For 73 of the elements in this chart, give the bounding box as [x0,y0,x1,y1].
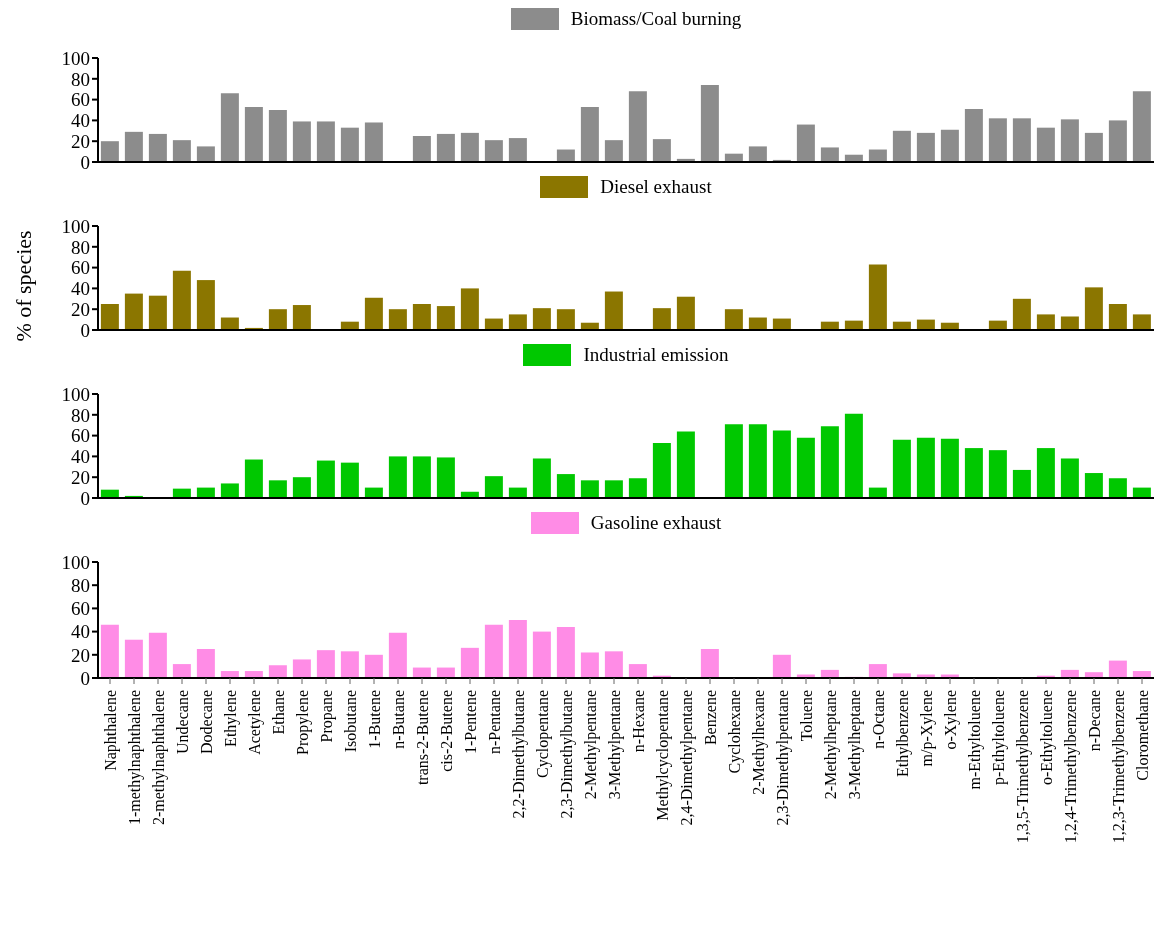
x-tick-label: o-Ethyltoluene [1037,690,1056,786]
x-tick-label: cis-2-Butene [437,690,455,772]
y-tick-label: 0 [80,319,90,341]
x-tick-label: 1,2,4-Trimethylbenzene [1061,690,1080,844]
y-tick-label: 100 [61,551,90,573]
x-tick-label: 1,2,3-Trimethylbenzene [1109,690,1128,844]
x-tick-label: 1-Pentene [461,690,479,754]
x-tick-label: 1-methylnaphthalene [125,690,144,826]
x-tick-label: n-Decane [1085,690,1103,752]
y-tick-label: 60 [71,425,90,447]
y-tick-label: 80 [71,68,90,90]
x-tick-label: 2,4-Dimethylpentane [677,690,696,826]
x-tick-label: Cyclohexane [725,690,744,774]
x-tick-label: 2,3-Dimethylbutane [557,690,576,819]
x-tick-label: o-Xylene [941,690,960,750]
y-tick-label: 40 [71,278,90,300]
y-tick-label: 20 [71,130,90,152]
y-axis-title: % of species [11,230,37,342]
y-tick-label: 100 [61,215,90,237]
x-tick-label: Propylene [293,690,312,755]
y-tick-label: 0 [80,667,90,689]
x-tick-label: 3-Methylheptane [845,690,864,800]
x-tick-label: Methylcyclopentane [653,690,672,821]
x-tick-label: n-Hexane [629,690,647,753]
x-tick-label: Ethylbenzene [893,690,912,778]
y-tick-label: 60 [71,598,90,620]
x-tick-label: n-Octane [869,690,887,749]
y-tick-label: 60 [71,257,90,279]
x-tick-label: n-Butane [389,690,407,749]
y-tick-label: 0 [80,487,90,509]
x-tick-label: 2,2-Dimethylbutane [509,690,528,819]
legend-label: Biomass/Coal burning [570,8,742,30]
x-tick-label: trans-2-Butene [413,690,431,786]
y-tick-label: 40 [71,110,90,132]
x-tick-label: 2-Methylhexane [749,690,768,795]
y-tick-label: 80 [71,574,90,596]
x-tick-label: 3-Methylpentane [605,690,624,800]
x-tick-label: Propane [317,690,336,743]
y-tick-label: 0 [80,151,90,173]
x-tick-label: Cyclopentane [533,690,552,778]
legend-label: Industrial emission [583,344,729,366]
x-tick-label: Ethane [269,690,287,735]
x-tick-label: Toluene [797,690,815,742]
x-tick-label: 2-Methylpentane [581,690,600,800]
x-tick-label: 1-Butene [365,690,383,749]
x-tick-label: Ethylene [221,690,240,747]
x-tick-label: Isobutane [341,690,359,753]
y-tick-label: 40 [71,621,90,643]
y-tick-label: 80 [71,236,90,258]
x-tick-label: m-Ethyltoluene [965,690,984,790]
x-tick-label: 2,3-Dimethylpentane [773,690,792,826]
x-tick-label: Cloromethane [1133,690,1151,781]
y-tick-label: 80 [71,404,90,426]
x-tick-label: m/p-Xylene [917,690,936,767]
y-tick-label: 20 [71,466,90,488]
y-tick-label: 60 [71,89,90,111]
x-tick-label: 1,3,5-Trimethylbenzene [1013,690,1032,844]
legend-label: Diesel exhaust [600,176,712,198]
x-tick-label: Dodecane [197,690,215,754]
x-tick-label: Naphthalene [101,690,120,771]
x-tick-label: Undecane [173,690,191,754]
x-tick-label: Benzene [701,690,719,746]
x-tick-label: n-Pentane [485,690,503,754]
x-tick-label: p-Ethyltoluene [989,690,1008,786]
x-tick-label: 2-Methylheptane [821,690,840,800]
y-tick-label: 20 [71,298,90,320]
x-tick-label: 2-methylnaphthalene [149,690,168,826]
y-tick-label: 100 [61,47,90,69]
y-tick-label: 40 [71,446,90,468]
legend-label: Gasoline exhaust [590,512,722,534]
y-tick-label: 100 [61,383,90,405]
x-tick-label: Acetylene [245,690,264,755]
y-tick-label: 20 [71,644,90,666]
